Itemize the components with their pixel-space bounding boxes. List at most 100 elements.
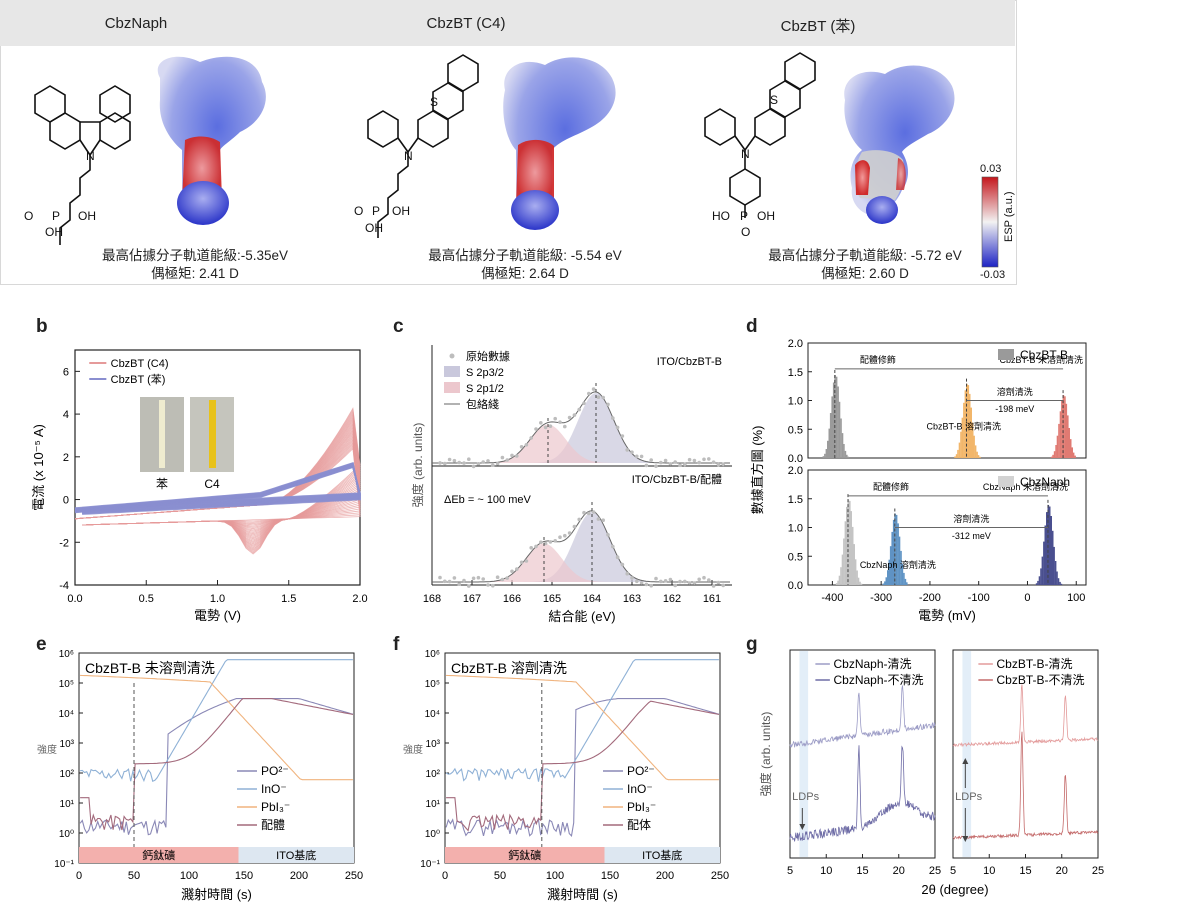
fit-s2p32-bot: [432, 512, 732, 582]
raw-point-bot: [563, 533, 567, 538]
title-f: CbzBT-B 溶劑清洗: [451, 660, 567, 676]
label-shift-value-bot: -312 meV: [952, 531, 991, 541]
hist-bar-top-0: [832, 382, 835, 458]
cv-curve-ph-11: [74, 461, 361, 515]
raw-point-bot: [476, 575, 481, 580]
panel-label-f: f: [393, 634, 400, 655]
hist-bar-bot-1: [891, 531, 893, 585]
homo-cbzbt-c4: 最高佔據分子軌道能級: -5.54 eV 偶極矩: 2.64 D: [360, 247, 690, 283]
xtick-label-g-r-0: 5: [950, 865, 956, 877]
raw-point-bot: [683, 579, 687, 584]
xtick-label-e-2: 100: [180, 870, 198, 882]
hist-bar-top-0: [825, 449, 828, 458]
region-f-1: [604, 847, 720, 863]
colorbar-max: 0.03: [980, 163, 1001, 175]
atom-oh-1b: OH: [45, 225, 63, 239]
xtick-label-g-r-3: 20: [1056, 865, 1068, 877]
xtick-label-b-4: 2.0: [352, 593, 367, 605]
hist-bar-top-1: [963, 402, 965, 458]
raw-point-top: [606, 402, 610, 407]
series-f-3: [446, 700, 720, 832]
legend-label-e-1: InO⁻: [261, 782, 287, 796]
label-unwashed-bot: CbzNaph 未溶劑清洗: [983, 481, 1068, 492]
hist-bar-top-2: [1069, 439, 1072, 458]
legend-label-f-1: InO⁻: [627, 782, 653, 796]
legend-c-label-3: 包絡綫: [466, 397, 499, 411]
legend-c-label-1: S 2p3/2: [466, 367, 504, 379]
legend-label-g-r-1: CbzBT-B-不清洗: [997, 673, 1085, 687]
hist-bar-top-2: [1052, 454, 1054, 458]
raw-point-top: [443, 461, 447, 466]
hist-bar-bot-1: [903, 572, 905, 585]
raw-point-top: [692, 458, 697, 463]
hist-bar-top-1: [970, 407, 972, 458]
raw-point-bot: [606, 533, 610, 537]
ytick-label-f-4: 10³: [426, 739, 441, 750]
ldp-arrow-head-r: [962, 836, 969, 842]
raw-point-top: [558, 420, 562, 424]
xtick-label-e-0: 0: [76, 870, 82, 882]
label-ligand-bot: 配體修飾: [873, 481, 909, 492]
raw-point-top: [663, 458, 668, 463]
ytick-label-d-bot-0: 0.0: [788, 580, 803, 592]
hist-bar-top-1: [971, 422, 974, 458]
legend-label-g-l-0: CbzNaph-清洗: [834, 657, 912, 671]
raw-point-top: [486, 459, 490, 463]
raw-point-top: [495, 461, 500, 466]
hist-bar-bot-2: [1053, 546, 1055, 585]
label-washed-bot: CbzNaph 溶劑清洗: [860, 559, 936, 570]
xlabel-d: 電勢 (mV): [918, 608, 976, 623]
raw-point-bot: [457, 582, 461, 586]
ytick-label-f-7: 10⁶: [425, 649, 440, 660]
xlabel-b: 電勢 (V): [194, 608, 241, 623]
raw-point-bot: [611, 544, 615, 549]
ldp-label-r: LDPs: [955, 791, 982, 803]
raw-point-top: [543, 425, 548, 430]
region-e-0: [79, 847, 239, 863]
raw-point-bot: [491, 583, 495, 588]
xtick-label-d-1: -300: [870, 592, 892, 604]
ylabel-c: 強度 (arb. units): [410, 423, 425, 508]
hist-bar-bot-1: [888, 559, 891, 585]
label-bottom-sample: ITO/CbzBT-B/配體: [632, 473, 722, 486]
atom-p-2: P: [372, 204, 380, 218]
hist-bar-top-1: [961, 417, 964, 458]
hist-bar-top-1: [974, 445, 977, 458]
hist-bar-top-0: [840, 418, 842, 458]
raw-point-top: [611, 416, 615, 420]
inset-label-ph: 苯: [156, 477, 168, 491]
label-shift-title-bot: 溶劑清洗: [953, 513, 989, 524]
ytick-label-f-5: 10⁴: [425, 709, 440, 720]
legend-c-label-0: 原始數據: [466, 349, 510, 363]
ylabel-g: 強度 (arb. units): [758, 712, 773, 797]
hist-bar-bot-1: [895, 514, 898, 585]
hist-bar-top-0: [824, 453, 826, 458]
label-unwashed-top: CbzBT-B 未溶劑清洗: [1000, 354, 1084, 365]
xtick-label-f-2: 100: [546, 870, 564, 882]
raw-point-top: [534, 427, 538, 431]
hist-bar-top-2: [1059, 411, 1062, 458]
legend-c-mark-0: [449, 353, 455, 359]
ytick-label-e-2: 10¹: [60, 799, 75, 810]
label-shift-value-top: -198 meV: [995, 404, 1034, 414]
fit-s2p32-top: [432, 393, 732, 463]
xtick-label-d-0: -400: [821, 592, 843, 604]
raw-point-bot: [486, 583, 490, 587]
atom-o-3: O: [741, 225, 750, 239]
raw-point-bot: [467, 584, 471, 588]
hist-bar-bot-0: [840, 567, 842, 585]
raw-point-top: [476, 462, 481, 466]
xrd-trace-l-1: [789, 745, 936, 842]
ytick-label-e-4: 10³: [60, 739, 75, 750]
legend-d-label-bot: CbzNaph: [1020, 475, 1070, 489]
raw-point-bot: [596, 517, 601, 521]
raw-point-top: [457, 460, 461, 465]
hist-bar-bot-0: [838, 575, 841, 585]
hist-bar-top-0: [827, 440, 829, 458]
legend-label-g-r-0: CbzBT-B-清洗: [997, 657, 1073, 671]
raw-point-top: [649, 458, 653, 462]
hist-bar-top-0: [837, 386, 839, 458]
xtick-label-g-l-3: 20: [893, 865, 905, 877]
hist-bar-bot-0: [850, 511, 852, 585]
homo-cbzbt-c4-text: 最高佔據分子軌道能級: -5.54 eV: [428, 248, 622, 263]
